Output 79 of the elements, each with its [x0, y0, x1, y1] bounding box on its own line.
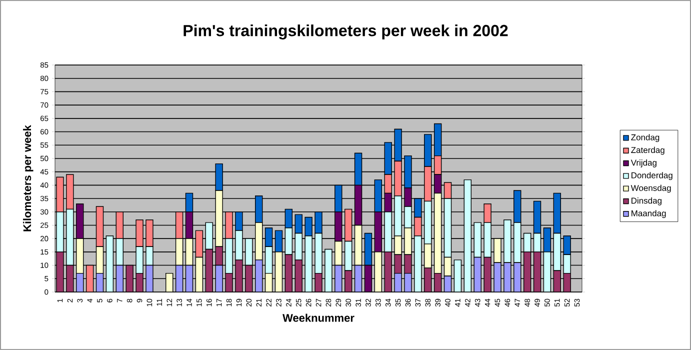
bar — [294, 214, 302, 234]
bar — [175, 238, 184, 266]
bar — [553, 192, 561, 234]
bar — [264, 228, 273, 247]
bar — [76, 238, 84, 274]
bar — [314, 212, 322, 234]
bar — [553, 232, 561, 271]
bar — [354, 264, 362, 292]
chart-title: Pim's trainingskilometers per week in 2002 — [184, 24, 508, 40]
bar — [254, 222, 263, 260]
bar — [334, 264, 342, 292]
bar — [116, 212, 124, 239]
bar — [384, 252, 392, 292]
bar — [175, 264, 184, 292]
bar — [274, 230, 283, 252]
bar — [205, 248, 213, 292]
bar — [205, 222, 213, 250]
bar — [284, 228, 293, 255]
bar — [334, 240, 342, 266]
bar — [424, 166, 432, 202]
bar — [284, 254, 293, 292]
bar — [185, 264, 194, 292]
bar — [344, 208, 352, 242]
bar — [354, 224, 362, 266]
bar — [334, 184, 342, 212]
bar — [76, 204, 84, 239]
bar — [254, 260, 263, 292]
x-axis-title: Weeknummer — [282, 314, 354, 322]
bar — [374, 252, 382, 292]
bar — [354, 184, 362, 226]
bar — [464, 179, 472, 292]
bar — [235, 212, 243, 231]
bar — [533, 200, 542, 234]
bar — [514, 262, 522, 292]
bar — [86, 264, 94, 292]
bar — [185, 212, 194, 239]
bar — [364, 264, 372, 292]
bar — [543, 252, 552, 292]
bar — [444, 198, 452, 258]
y-axis-title: Kilometers per week — [23, 125, 34, 232]
bar — [364, 232, 372, 266]
bar — [195, 230, 204, 258]
bar — [284, 208, 293, 228]
bar — [195, 256, 204, 292]
legend-label: Zondag — [631, 134, 660, 142]
bar — [175, 212, 184, 239]
legend-label: Maandag — [632, 210, 666, 218]
bar — [254, 196, 263, 223]
legend-label: Dinsdag — [632, 197, 662, 206]
bar — [304, 216, 312, 236]
bar — [294, 232, 302, 260]
bar — [334, 212, 342, 242]
bar — [424, 200, 432, 244]
bar — [264, 246, 273, 274]
bar — [374, 179, 382, 212]
bar — [294, 260, 302, 292]
bar — [274, 252, 283, 292]
bar — [523, 252, 532, 292]
bar — [533, 252, 542, 292]
bar — [543, 228, 552, 252]
bar — [374, 212, 382, 252]
bar — [185, 238, 194, 266]
bar — [454, 260, 462, 292]
legend-label: Donderdag — [632, 172, 672, 180]
bar — [434, 192, 442, 274]
bar — [106, 236, 114, 292]
bar — [185, 192, 194, 212]
bar — [96, 206, 104, 247]
bar — [344, 240, 352, 271]
bar — [514, 222, 522, 263]
legend-label: Zaterdag — [631, 146, 664, 155]
legend-label: Vrijdag — [630, 159, 656, 168]
bar — [96, 246, 104, 274]
bar — [384, 212, 392, 252]
bar — [116, 264, 124, 292]
legend-label: Woensdag — [630, 184, 671, 193]
bar — [116, 238, 124, 266]
bar — [514, 190, 522, 223]
bar — [414, 198, 422, 218]
